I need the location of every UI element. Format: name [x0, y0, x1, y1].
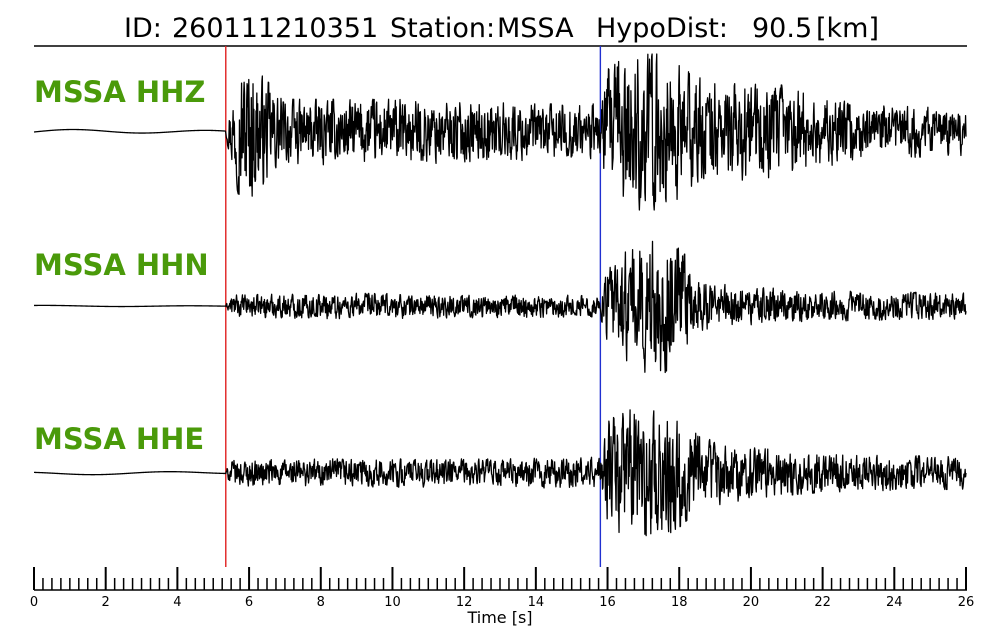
trace-mssa-hhz: [33, 53, 967, 211]
event-id-value: 260111210351: [172, 13, 378, 44]
station-value: MSSA: [497, 13, 574, 44]
x-axis: 0 2 4 6 8 10 12 14 16 18 20 22 24 26: [30, 567, 974, 610]
event-id-label: ID:: [124, 13, 162, 44]
channel-label-hhe: MSSA HHE: [34, 422, 204, 456]
x-tick-label: 6: [245, 595, 253, 610]
station-label: Station:: [390, 13, 495, 44]
x-tick-label: 12: [456, 595, 473, 610]
channel-label-hhn: MSSA HHN: [34, 248, 209, 282]
x-tick-label: 18: [671, 595, 688, 610]
x-tick-label: 0: [30, 595, 38, 610]
x-tick-label: 16: [599, 595, 616, 610]
hypodist-label: HypoDist:: [596, 13, 728, 44]
trace-mssa-hhe: [33, 409, 967, 537]
x-tick-label: 22: [814, 595, 831, 610]
x-axis-label: Time [s]: [466, 608, 532, 627]
x-tick-label: 2: [102, 595, 110, 610]
x-tick-label: 10: [384, 595, 401, 610]
traces-group: [33, 53, 967, 537]
trace-mssa-hhn: [33, 240, 967, 374]
x-tick-label: 14: [528, 595, 545, 610]
hypodist-value: 90.5: [752, 13, 812, 44]
channel-label-hhz: MSSA HHZ: [34, 75, 205, 109]
x-tick-label: 20: [743, 595, 760, 610]
x-tick-label: 24: [886, 595, 903, 610]
x-tick-label: 4: [173, 595, 181, 610]
plot-title: ID: 260111210351 Station: MSSA HypoDist:…: [124, 13, 879, 44]
x-tick-label: 8: [317, 595, 325, 610]
hypodist-unit: [km]: [816, 13, 879, 44]
x-tick-label: 26: [958, 595, 975, 610]
